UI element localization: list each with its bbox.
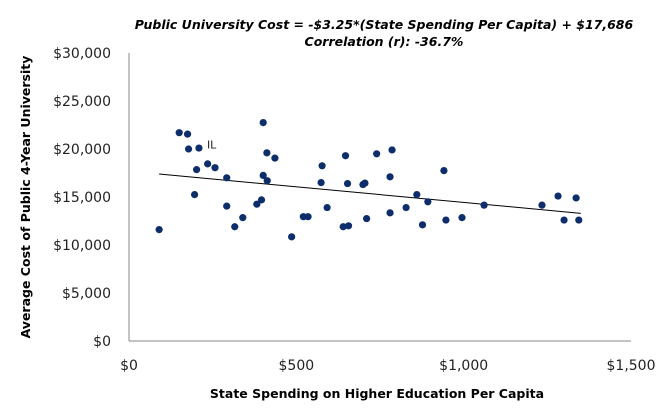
data-point (193, 166, 201, 174)
data-point (259, 119, 267, 127)
data-point (288, 233, 296, 241)
y-tick-label: $25,000 (53, 94, 111, 110)
data-point (554, 192, 562, 200)
data-point (575, 216, 583, 224)
data-point (304, 213, 312, 221)
data-point (538, 201, 546, 209)
data-point (458, 214, 466, 222)
data-point (572, 194, 580, 202)
data-point (424, 198, 432, 206)
data-point (341, 152, 350, 160)
data-point (184, 145, 193, 153)
y-tick-label: $0 (93, 334, 111, 350)
data-point (155, 226, 163, 234)
point-annotation: IL (207, 139, 217, 152)
x-tick-label: $0 (120, 358, 138, 374)
data-point (175, 129, 183, 137)
data-point (317, 179, 325, 187)
x-tick-label: $1,000 (439, 358, 488, 374)
y-tick-label: $5,000 (62, 286, 111, 302)
y-axis-label: Average Cost of Public 4-Year University (18, 56, 33, 339)
data-point (190, 191, 199, 199)
data-point (442, 216, 450, 224)
data-point (223, 174, 231, 182)
data-point (271, 154, 279, 162)
data-point (263, 149, 271, 157)
trend-line (159, 173, 581, 214)
data-point (257, 196, 266, 204)
data-point (343, 179, 352, 188)
data-point (263, 177, 271, 185)
data-point (253, 200, 261, 208)
y-tick-label: $15,000 (53, 190, 111, 206)
data-point (223, 202, 231, 210)
data-point (239, 214, 247, 222)
x-axis-label: State Spending on Higher Education Per C… (210, 386, 544, 401)
data-point (386, 173, 394, 181)
chart-title: Public University Cost = -$3.25*(State S… (135, 17, 634, 32)
data-point (480, 201, 488, 209)
y-tick-label: $10,000 (53, 238, 111, 254)
data-point (231, 223, 239, 231)
data-point (339, 223, 347, 231)
y-tick-label: $30,000 (53, 46, 111, 62)
x-tick-label: $1,500 (607, 358, 656, 374)
data-point (361, 179, 369, 187)
data-point (204, 160, 212, 168)
data-point (386, 209, 394, 217)
data-point (323, 203, 331, 212)
data-point (413, 191, 421, 199)
data-point (318, 162, 326, 170)
data-point (373, 150, 381, 158)
y-tick-label: $20,000 (53, 142, 111, 158)
data-point (418, 221, 427, 229)
data-point (195, 144, 203, 152)
x-tick-label: $500 (279, 358, 315, 374)
chart-subtitle: Correlation (r): -36.7% (305, 34, 464, 49)
data-point (344, 222, 353, 230)
data-point (183, 130, 192, 138)
data-point (363, 215, 371, 223)
data-point (440, 167, 448, 175)
data-point (402, 203, 410, 212)
data-point (560, 216, 568, 224)
data-point (259, 171, 267, 179)
data-point (211, 164, 219, 172)
data-point (388, 146, 396, 154)
